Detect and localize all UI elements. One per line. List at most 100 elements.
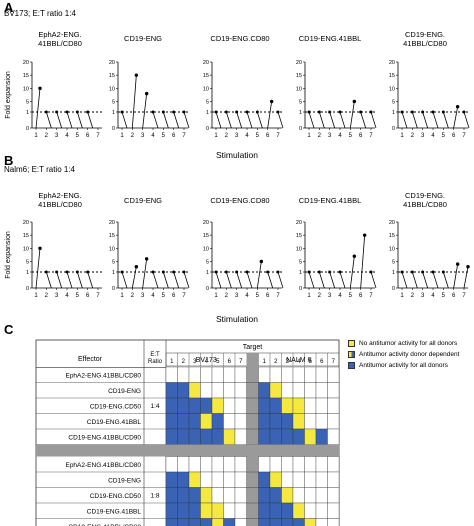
panel-a-chart-1-point [38,86,42,91]
cell-2-3-9 [269,487,282,504]
cell-2-5-9 [269,518,282,526]
panel-a-chart-1-xtick-label: 4 [65,133,69,139]
panel-a-chart-3-point [214,110,218,114]
cell-2-2-10 [281,471,294,488]
panel-a-chart-4-ytick-label: 20 [296,60,302,66]
panel-b-chart-2-xtick-label: 7 [182,293,186,299]
effector-2-2: CD19-ENG [108,477,141,484]
panel-a-chart-5-line [442,111,449,129]
panel-b-chart-3-line [246,271,253,289]
panel-b-chart-1-xtick-label: 3 [55,293,59,299]
panel-b-chart-5-point [431,270,435,274]
legend-all-donors: Antitumor activity for all donors [348,362,448,369]
panel-b-chart-5-line [453,264,459,289]
panel-b-chart-3-xtick-label: 6 [266,293,270,299]
panel-a-chart-5-xtick-label: 6 [452,133,456,139]
cell-1-3-5 [211,397,224,414]
panel-b-chart-3-point [266,270,270,274]
panel-a-chart-5-point [455,105,460,109]
panel-b-chart-1-point [86,270,90,274]
cell-2-2-6 [223,471,236,488]
stim-header-2-7: 7 [332,359,336,365]
cell-1-2-10 [281,382,294,399]
panel-a-chart-3-xtick-label: 3 [235,133,239,139]
cell-2-5-13 [315,518,328,526]
panel-a-chart-5-xtick-label: 5 [442,133,446,139]
cell-1-4-5 [211,413,224,430]
cell-2-4-4 [200,502,213,519]
panel-b-chart-3-xtick-label: 1 [214,293,218,299]
cell-1-4-1 [165,413,178,430]
panel-a-chart-5-ytick-label: 10 [389,86,395,92]
header-et-line: Ratio [148,359,163,365]
cell-1-2-2 [177,382,190,399]
effector-2-1: EphA2-ENG.41BBL/CD80 [65,462,141,469]
panel-a-chart-3-xtick-label: 2 [225,133,229,139]
cell-1-2-13 [315,382,328,399]
panel-a-chart-2-xtick-label: 7 [182,133,186,139]
panel-b-chart-1-line [35,248,41,289]
panel-a-chart-3-line [225,111,232,129]
cell-2-4-11 [292,502,305,519]
cell-2-3-5 [211,487,224,504]
panel-b-chart-5-xtick-label: 3 [421,293,425,299]
header-target-nalm6: NALM 6 [286,357,311,364]
panel-a-chart-4-line [370,111,377,129]
cell-1-5-8 [258,428,271,445]
cell-1-4-9 [269,413,282,430]
panel-a-chart-5-ytick-label: 20 [389,60,395,66]
panel-b-chart-5-ytick-label: 10 [389,246,395,252]
cell-2-3-12 [304,487,317,504]
cell-1-4-3 [188,413,201,430]
panel-b-chart-5-xtick-label: 5 [442,293,446,299]
panel-b-chart-4-line [318,271,325,289]
cell-1-5-7 [234,428,247,445]
cell-2-3-4 [200,487,213,504]
panel-b-chart-4-line [339,271,346,289]
cell-2-5-3 [188,518,201,526]
panel-a-chart-1-xtick-label: 2 [45,133,49,139]
panel-a-chart-4-line [318,111,325,129]
cell-1-4-2 [177,413,190,430]
panel-a-chart-4-xtick-label: 3 [328,133,332,139]
panel-b-chart-5-line [442,271,449,289]
panel-a-title-3: CD19-ENG.CD80 [210,34,270,43]
panel-b-chart-4-point [362,233,367,237]
panel-a-chart-3-point [269,99,274,104]
panel-b-chart-3-ytick-label: 5 [206,259,209,265]
panel-a-chart-2-line [162,111,169,129]
header-et: E:T Ratio [148,352,163,365]
ratio-1: 1:4 [150,403,159,410]
panel-a-chart-1-ytick-label: 1 [26,110,29,116]
cell-1-3-1 [165,397,178,414]
panel-b-chart-1-line [45,271,52,289]
cell-1-5-13 [315,428,328,445]
cell-1-2-9 [269,382,282,399]
panel-a-chart-5-point [410,110,414,114]
cell-1-1-13 [315,366,328,383]
panel-a-chart-2-line [183,111,190,129]
panel-b-chart-2-point [151,270,155,274]
panel-a-chart-2-line [121,111,128,129]
stim-header-1-6: 6 [228,359,232,365]
cell-1-4-11 [292,413,305,430]
panel-b-chart-1-line [56,271,63,289]
panel-a-chart-1-point [44,110,48,114]
panel-a-chart-5-xtick-label: 7 [462,133,466,139]
cell-1-5-12 [304,428,317,445]
cell-1-4-8 [258,413,271,430]
cell-2-1-8 [258,456,271,473]
panel-b-chart-3-ytick-label: 15 [203,233,209,239]
panel-b-chart-5-line [422,271,429,289]
cell-2-5-12 [304,518,317,526]
panel-b-chart-2-ytick-label: 5 [112,259,115,265]
panel-a-chart-4-xtick-label: 4 [338,133,342,139]
legend-no-activity-label: No antitumor activity for all donors [359,340,458,347]
cell-1-1-7 [234,366,247,383]
panel-a-chart-5-ytick-label: 15 [389,73,395,79]
cell-2-2-11 [292,471,305,488]
panel-b-chart-2-line [183,271,190,289]
cell-1-4-13 [315,413,328,430]
panel-b-chart-1-ytick-label: 10 [23,246,29,252]
